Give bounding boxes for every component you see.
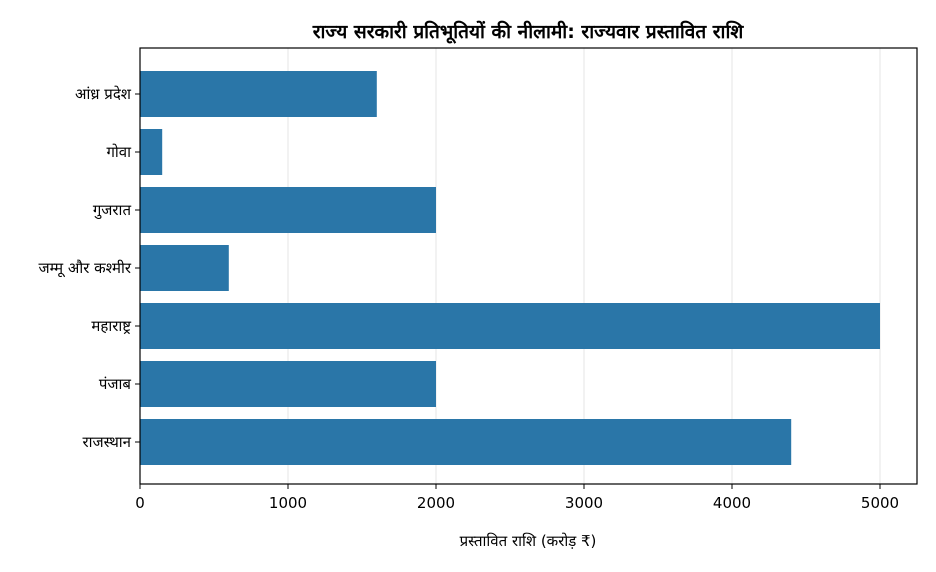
plot-frame bbox=[139, 47, 918, 485]
chart-title: राज्य सरकारी प्रतिभूतियों की नीलामी: राज… bbox=[312, 20, 745, 44]
bars bbox=[140, 71, 880, 465]
bar bbox=[140, 129, 163, 175]
bar bbox=[140, 245, 229, 291]
bar bbox=[140, 71, 377, 117]
x-tick-label: 3000 bbox=[565, 494, 603, 512]
y-tick-label: जम्मू और कश्मीर bbox=[39, 259, 132, 278]
y-tick-label: आंध्र प्रदेश bbox=[75, 85, 132, 103]
bar bbox=[140, 419, 792, 465]
y-tick-label: गुजरात bbox=[93, 201, 132, 220]
bar bbox=[140, 303, 880, 349]
y-tick-label: पंजाब bbox=[99, 375, 132, 393]
x-tick-label: 0 bbox=[135, 494, 145, 512]
x-axis-label: प्रस्तावित राशि (करोड़ ₹) bbox=[460, 532, 597, 550]
y-tick-label: गोवा bbox=[106, 143, 132, 161]
y-axis: आंध्र प्रदेश गोवा गुजरात जम्मू और कश्मीर महा… bbox=[39, 85, 140, 451]
x-tick-label: 1000 bbox=[269, 494, 307, 512]
y-tick-label: राजस्थान bbox=[83, 433, 132, 451]
bar bbox=[140, 361, 436, 407]
x-tick-label: 5000 bbox=[861, 494, 899, 512]
x-tick-label: 4000 bbox=[713, 494, 751, 512]
x-tick-label: 2000 bbox=[417, 494, 455, 512]
bar bbox=[140, 187, 436, 233]
y-tick-label: महाराष्ट्र bbox=[91, 317, 131, 335]
x-axis: 0 1000 2000 3000 4000 5000 bbox=[135, 484, 899, 512]
